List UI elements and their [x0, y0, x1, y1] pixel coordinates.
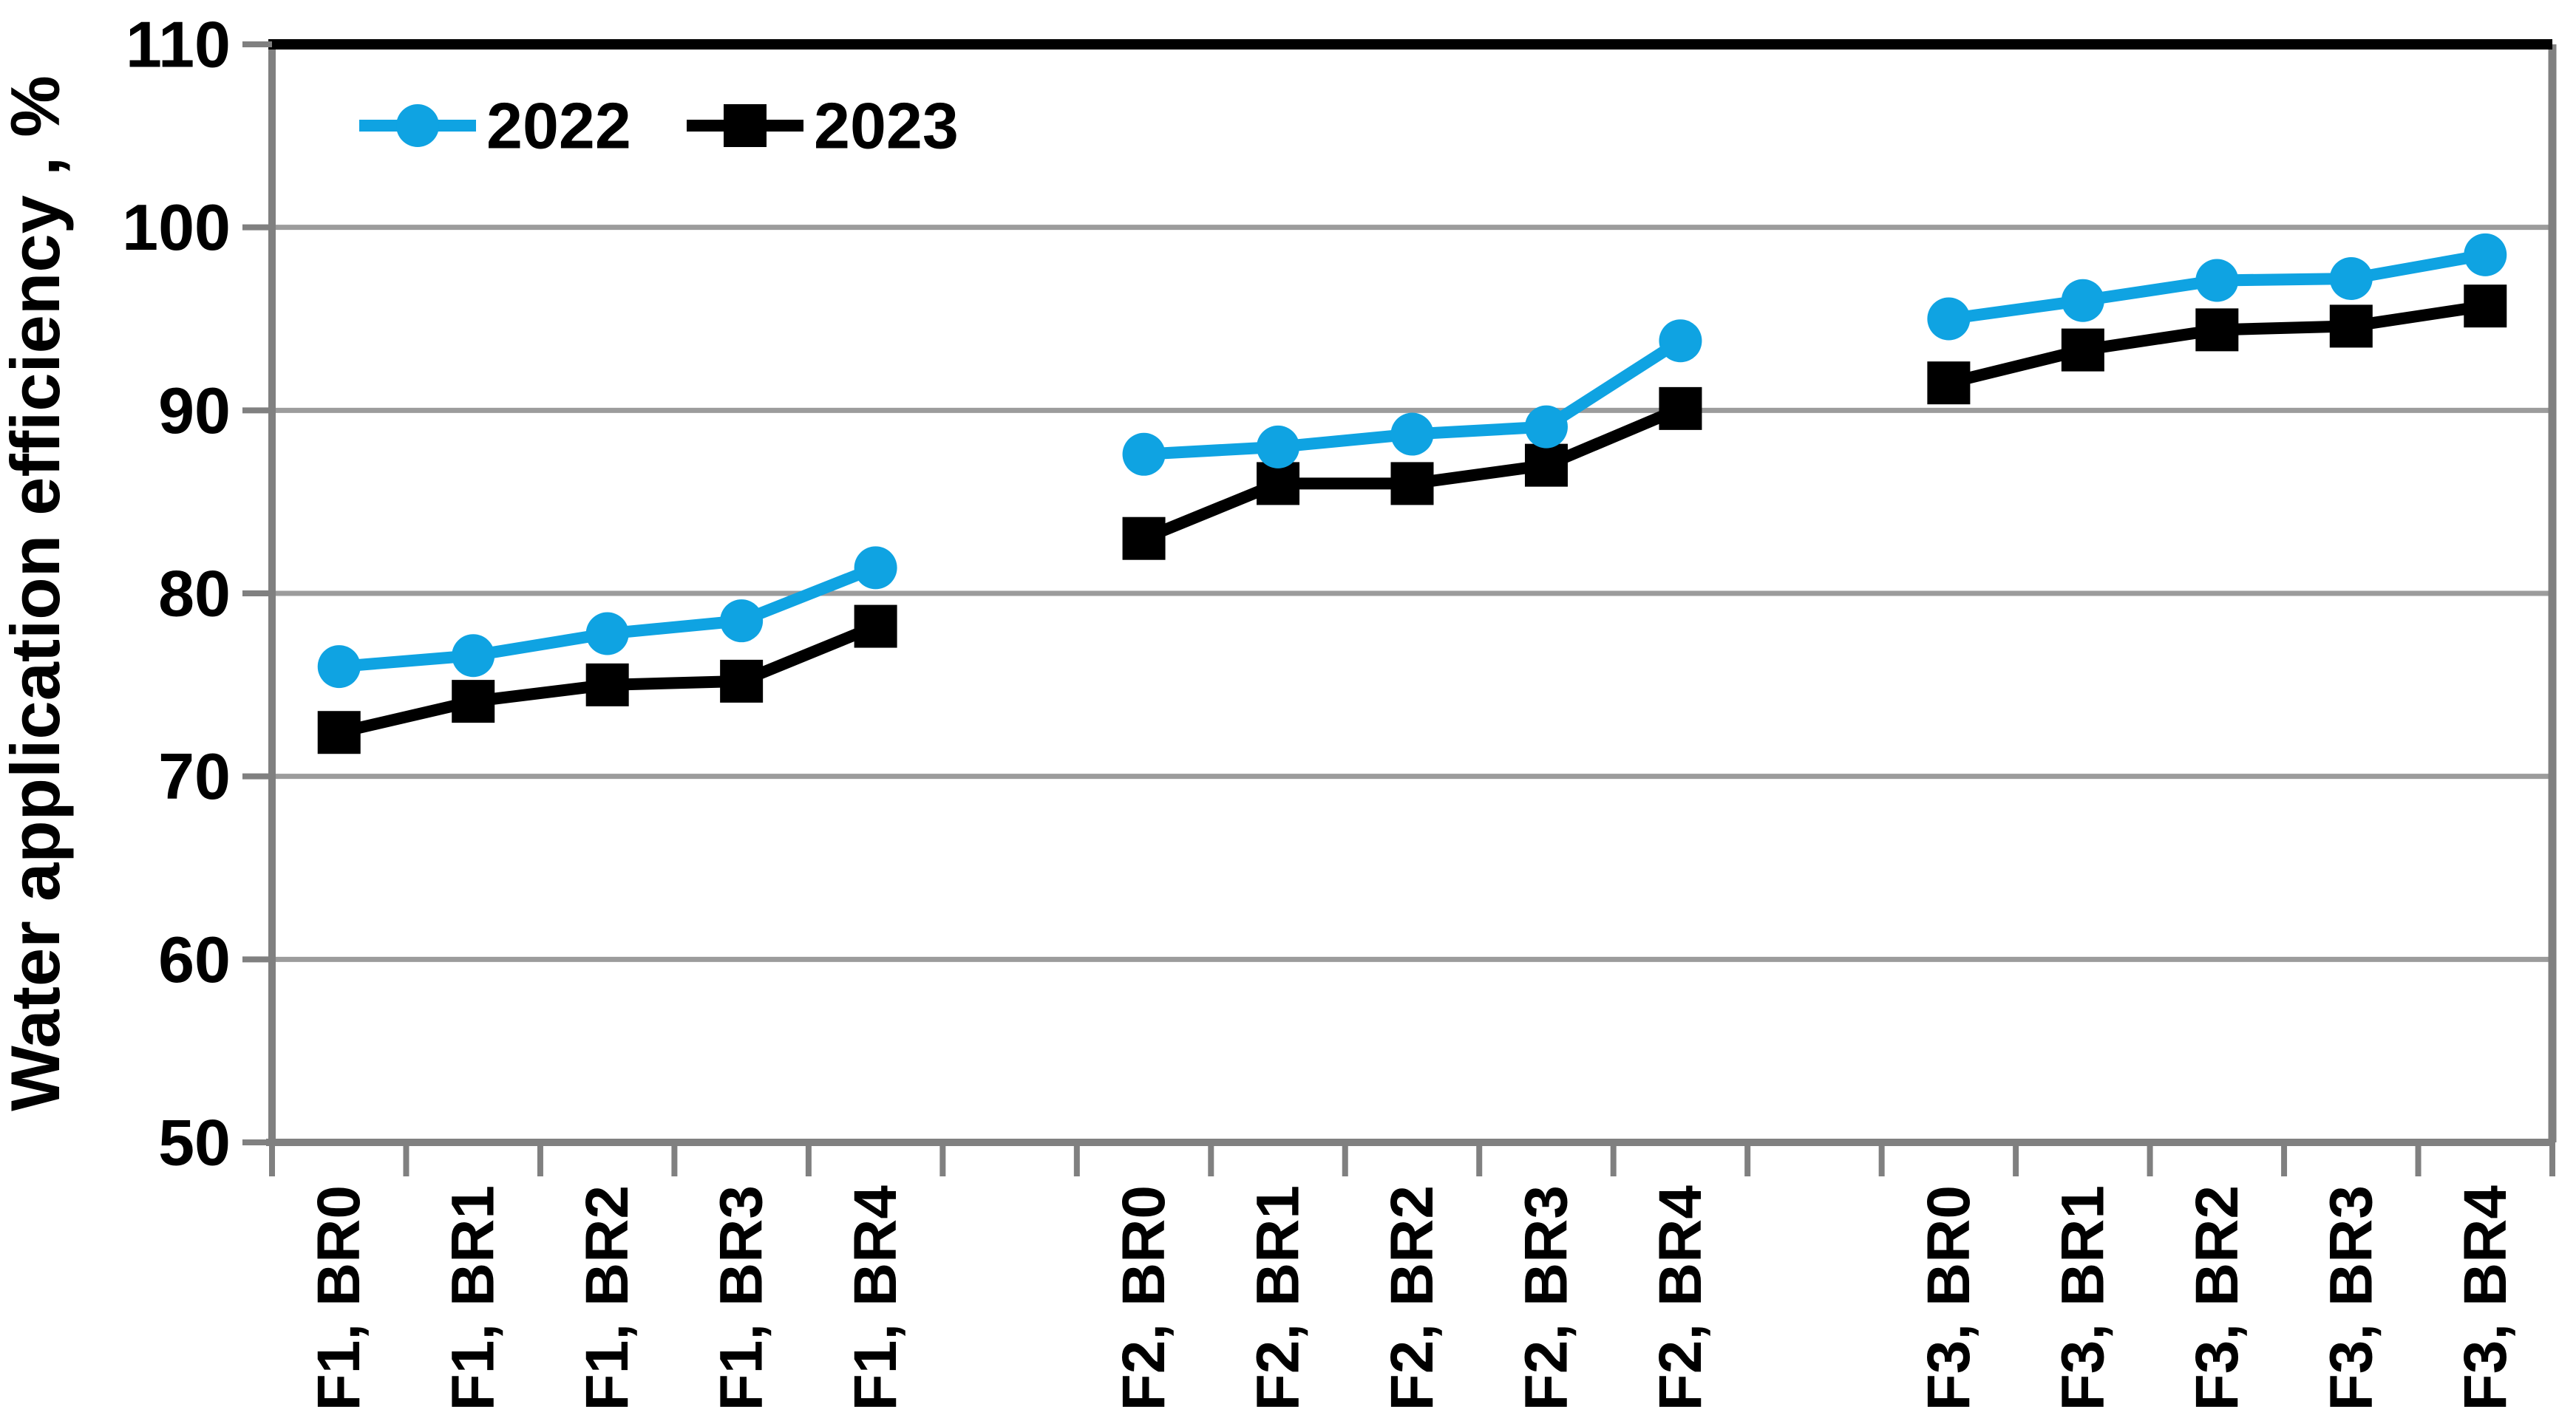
point-2022-F1-BR1 — [452, 634, 495, 678]
y-axis-title: Water application efficiency , % — [0, 75, 74, 1111]
point-2022-F1-BR0 — [317, 645, 361, 689]
point-2023-F2-BR4 — [1659, 386, 1702, 430]
x-label-F2-BR2: F2, BR2 — [1379, 1185, 1446, 1411]
point-2022-F3-BR4 — [2464, 233, 2507, 276]
y-tick-label-110: 110 — [126, 8, 231, 81]
x-tick-labels: F1, BR0 F1, BR1 F1, BR2 F1, BR3 F1, BR4 F2, B… — [305, 1185, 2519, 1411]
point-2022-F2-BR4 — [1659, 319, 1702, 363]
point-2022-F2-BR0 — [1122, 432, 1166, 476]
x-label-F2-BR4: F2, BR4 — [1647, 1185, 1714, 1411]
x-label-F2-BR1: F2, BR1 — [1245, 1185, 1312, 1411]
legend-marker-square-2023 — [724, 104, 767, 147]
y-tick-label-50: 50 — [158, 1106, 231, 1179]
legend: 2022 2023 — [359, 89, 959, 163]
x-label-F1-BR1: F1, BR1 — [440, 1185, 507, 1411]
point-2023-F1-BR3 — [720, 659, 764, 703]
x-label-F1-BR2: F1, BR2 — [574, 1185, 641, 1411]
y-tick-label-80: 80 — [158, 557, 231, 630]
series-2022 — [317, 233, 2507, 689]
y-tick-label-70: 70 — [158, 740, 231, 813]
point-2023-F3-BR4 — [2464, 284, 2507, 328]
point-2023-F2-BR0 — [1122, 517, 1166, 560]
y-tick-label-100: 100 — [122, 191, 231, 264]
point-2022-F3-BR3 — [2329, 257, 2373, 301]
point-2023-F3-BR2 — [2195, 308, 2239, 352]
x-label-F1-BR3: F1, BR3 — [708, 1185, 775, 1411]
x-label-F3-BR4: F3, BR4 — [2452, 1185, 2519, 1411]
x-label-F2-BR0: F2, BR0 — [1110, 1185, 1177, 1411]
point-2022-F2-BR2 — [1390, 412, 1434, 456]
x-label-F1-BR4: F1, BR4 — [842, 1185, 909, 1411]
legend-item-2022: 2022 — [359, 89, 631, 163]
gridlines — [272, 225, 2552, 962]
point-2022-F2-BR3 — [1524, 405, 1568, 449]
x-label-F3-BR2: F3, BR2 — [2184, 1185, 2251, 1411]
point-2022-F1-BR3 — [720, 599, 764, 643]
tick-marks — [242, 41, 2555, 1176]
x-label-F3-BR1: F3, BR1 — [2049, 1185, 2116, 1411]
x-label-F3-BR0: F3, BR0 — [1915, 1185, 1982, 1411]
point-2023-F3-BR0 — [1927, 361, 1971, 405]
y-tick-labels: 50 60 70 80 90 100 110 — [122, 8, 231, 1179]
y-tick-label-60: 60 — [158, 923, 231, 996]
point-2022-F3-BR0 — [1927, 297, 1971, 341]
point-2022-F1-BR4 — [854, 546, 897, 590]
legend-label-2023: 2023 — [814, 89, 959, 163]
point-2023-F2-BR3 — [1524, 443, 1568, 487]
point-2023-F3-BR1 — [2061, 328, 2104, 372]
point-2023-F1-BR0 — [317, 711, 361, 754]
point-2022-F2-BR1 — [1257, 425, 1300, 468]
point-2023-F1-BR1 — [452, 680, 495, 723]
series-2023 — [317, 284, 2507, 754]
point-2022-F1-BR2 — [585, 612, 629, 655]
point-2023-F1-BR4 — [854, 604, 897, 648]
x-label-F3-BR3: F3, BR3 — [2317, 1185, 2385, 1411]
legend-marker-circle-2022 — [396, 104, 439, 147]
legend-item-2023: 2023 — [687, 89, 959, 163]
legend-label-2022: 2022 — [486, 89, 631, 163]
data-series — [317, 233, 2507, 754]
x-label-F2-BR3: F2, BR3 — [1512, 1185, 1580, 1411]
y-tick-label-90: 90 — [158, 374, 231, 447]
point-2023-F2-BR2 — [1390, 462, 1434, 505]
point-2023-F1-BR2 — [585, 663, 629, 706]
x-label-F1-BR0: F1, BR0 — [305, 1185, 373, 1411]
point-2022-F3-BR2 — [2195, 259, 2239, 302]
point-2022-F3-BR1 — [2061, 279, 2104, 322]
point-2023-F3-BR3 — [2329, 304, 2373, 348]
point-2023-F2-BR1 — [1257, 462, 1300, 505]
